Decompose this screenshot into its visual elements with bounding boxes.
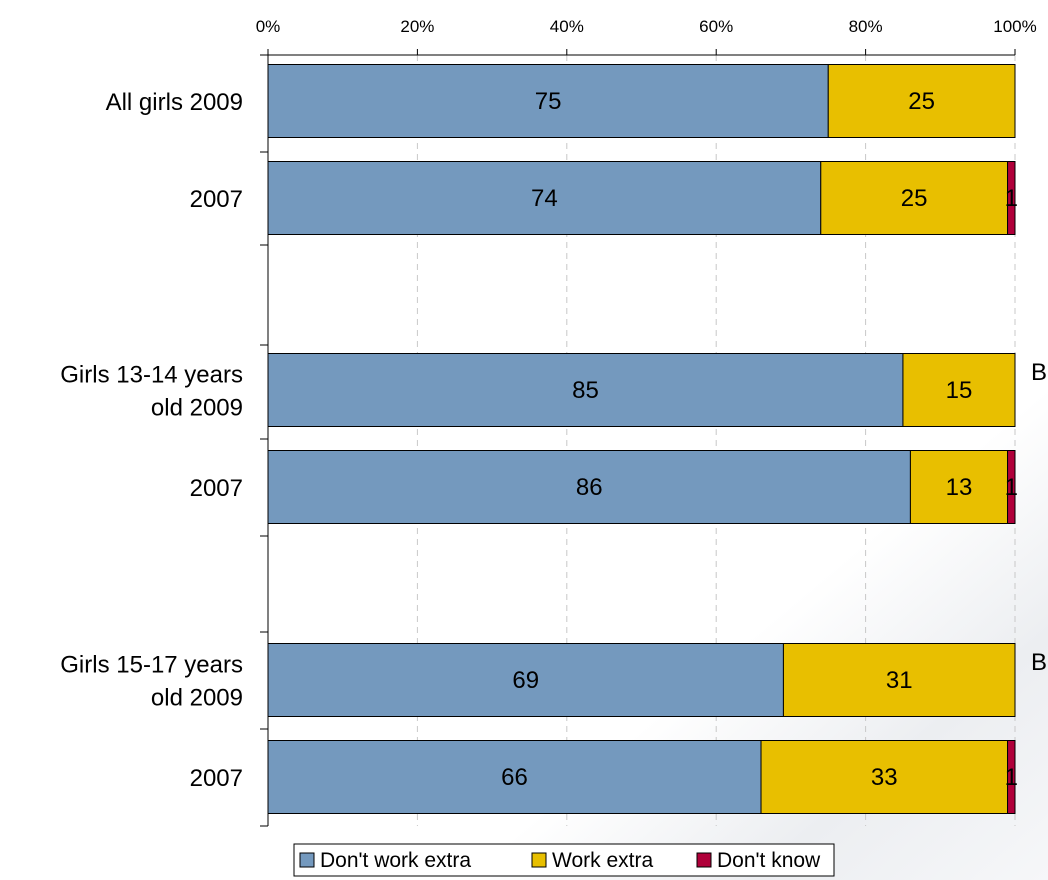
legend-box — [293, 843, 835, 877]
bar-segment — [267, 643, 784, 717]
bar-segment — [267, 353, 904, 427]
legend-swatch — [299, 852, 315, 868]
x-tick-label: 100% — [993, 17, 1036, 36]
bar-segment — [820, 161, 1009, 235]
data-label: 85 — [572, 377, 599, 404]
bar-segment — [267, 161, 822, 235]
legend-swatch — [531, 852, 547, 868]
data-label: 25 — [908, 88, 935, 115]
x-tick-label: 60% — [699, 17, 733, 36]
x-tick-label: 40% — [550, 17, 584, 36]
data-label: 1 — [1005, 764, 1018, 791]
data-label: 1 — [1005, 185, 1018, 212]
annotation-label: B — [1031, 649, 1047, 676]
legend-label: Don't know — [717, 849, 821, 872]
data-label: 74 — [531, 185, 558, 212]
data-label: 86 — [576, 474, 603, 501]
data-label: 25 — [901, 185, 928, 212]
bar-segment — [1007, 161, 1016, 235]
bar-segment — [902, 353, 1016, 427]
data-label: 33 — [871, 764, 898, 791]
legend-label: Work extra — [552, 849, 653, 872]
bar-segment — [267, 64, 829, 138]
bar-segment — [909, 450, 1009, 524]
bar-segment — [827, 64, 1016, 138]
bar-segment — [267, 740, 762, 814]
category-label: old 2009 — [151, 685, 243, 712]
category-label: 2007 — [190, 186, 243, 213]
bar-segment — [782, 643, 1016, 717]
bar-segment — [1007, 740, 1016, 814]
bar-segment — [760, 740, 1009, 814]
data-label: 66 — [501, 764, 528, 791]
legend-label: Don't work extra — [320, 849, 471, 872]
legend-swatch — [696, 852, 712, 868]
data-label: 75 — [535, 88, 562, 115]
category-label: Girls 13-14 years — [60, 362, 243, 389]
category-label: old 2009 — [151, 395, 243, 422]
x-tick-label: 0% — [256, 17, 281, 36]
category-label: All girls 2009 — [106, 89, 243, 116]
data-label: 69 — [512, 667, 539, 694]
bar-segment — [267, 450, 911, 524]
annotation-label: B — [1031, 359, 1047, 386]
data-label: 1 — [1005, 474, 1018, 501]
category-label: 2007 — [190, 475, 243, 502]
data-label: 13 — [946, 474, 973, 501]
category-label: 2007 — [190, 765, 243, 792]
x-tick-label: 20% — [400, 17, 434, 36]
data-label: 15 — [946, 377, 973, 404]
category-label: Girls 15-17 years — [60, 652, 243, 679]
bar-segment — [1007, 450, 1016, 524]
x-tick-label: 80% — [849, 17, 883, 36]
data-label: 31 — [886, 667, 913, 694]
